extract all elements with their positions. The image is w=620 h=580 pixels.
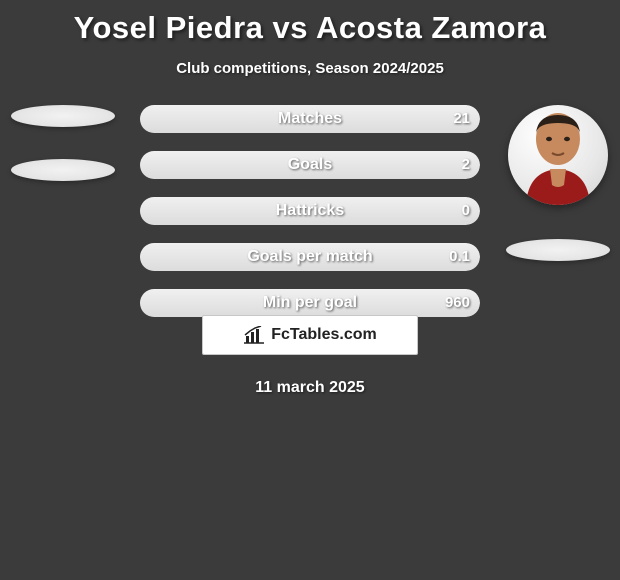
stat-bar-label: Min per goal	[140, 289, 480, 317]
right-player-placeholder	[506, 239, 610, 261]
page-subtitle: Club competitions, Season 2024/2025	[0, 60, 620, 77]
left-player-placeholder-2	[11, 159, 115, 181]
right-player-column	[495, 105, 620, 261]
stat-bar-value-right: 0.1	[449, 243, 470, 271]
chart-bars-icon	[243, 326, 265, 344]
left-player-column	[0, 105, 125, 181]
stat-bar-label: Goals per match	[140, 243, 480, 271]
stat-bar-label: Hattricks	[140, 197, 480, 225]
stat-bar-value-right: 21	[453, 105, 470, 133]
stat-bar-value-right: 0	[462, 197, 470, 225]
right-player-avatar	[508, 105, 608, 205]
stat-bar-row: Goals2	[140, 151, 480, 179]
stat-bar-value-right: 960	[445, 289, 470, 317]
stat-bar-label: Goals	[140, 151, 480, 179]
branding-text: FcTables.com	[271, 326, 377, 344]
stat-bar-row: Min per goal960	[140, 289, 480, 317]
left-player-placeholder-1	[11, 105, 115, 127]
person-icon	[516, 109, 600, 205]
stat-bar-label: Matches	[140, 105, 480, 133]
stat-bar-row: Goals per match0.1	[140, 243, 480, 271]
branding-box: FcTables.com	[202, 315, 418, 355]
date-label: 11 march 2025	[0, 379, 620, 397]
stat-bars: Matches21 Goals2 Hattricks0 Goals per match…	[140, 105, 480, 335]
page-title: Yosel Piedra vs Acosta Zamora	[0, 0, 620, 46]
stat-bar-row: Hattricks0	[140, 197, 480, 225]
stat-bar-value-right: 2	[462, 151, 470, 179]
stat-bar-row: Matches21	[140, 105, 480, 133]
